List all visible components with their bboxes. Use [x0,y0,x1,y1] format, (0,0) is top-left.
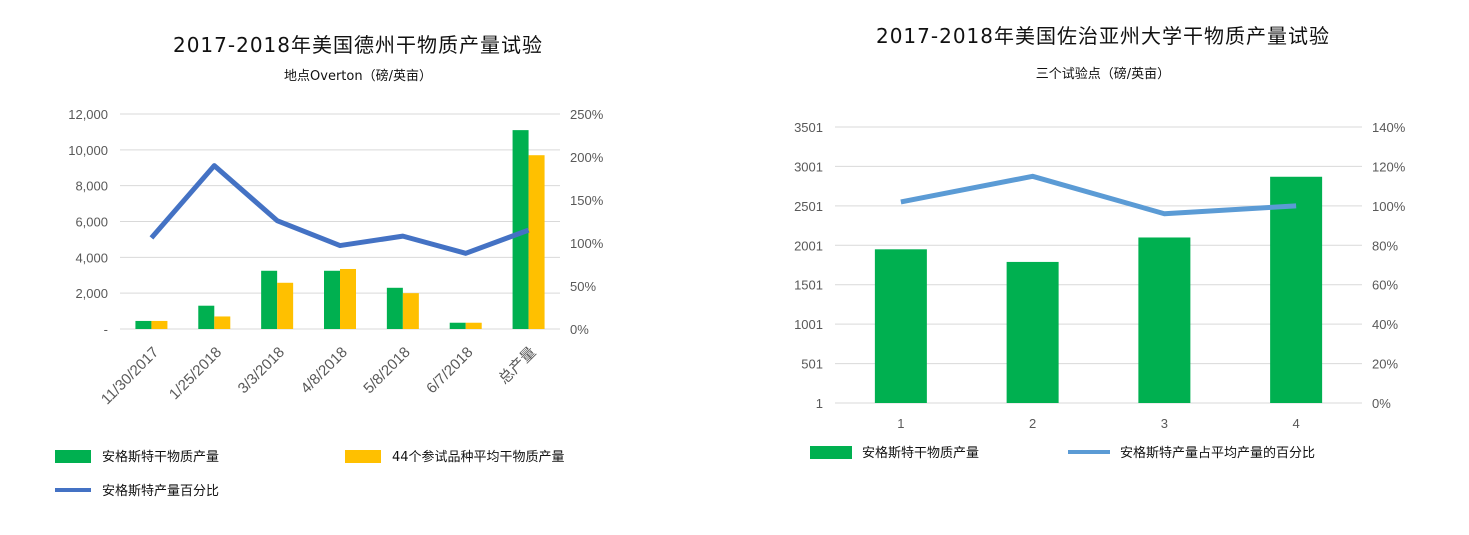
legend-label: 安格斯特干物质产量 [862,445,979,461]
x-tick-label: 6/7/2018 [423,344,476,397]
bar-green [874,249,927,403]
y2-tick-label: 120% [1372,159,1406,174]
bar-yellow [402,293,419,329]
y2-tick-label: 60% [1372,278,1398,293]
y2-tick-label: 250% [570,107,604,122]
y-tick-label: 2001 [794,238,823,253]
bar-yellow [214,316,231,329]
bar-green [1270,176,1323,403]
y2-tick-label: 100% [570,236,604,251]
x-tick-label: 1 [897,416,904,431]
y-tick-label: 2501 [794,199,823,214]
y2-tick-label: 200% [570,150,604,165]
y2-tick-label: 20% [1372,357,1398,372]
bar-green [1006,261,1059,403]
x-tick-label: 11/30/2017 [98,344,162,408]
x-tick-label: 总产量 [496,344,540,388]
y-tick-label: 1 [816,396,823,411]
y-tick-label: 501 [801,357,823,372]
y2-tick-label: 0% [1372,396,1391,411]
bar-green [135,320,152,329]
x-tick-label: 5/8/2018 [360,344,413,397]
x-tick-label: 3 [1161,416,1168,431]
y-tick-label: 10,000 [68,143,108,158]
y2-tick-label: 100% [1372,199,1406,214]
y-tick-label: 3501 [794,120,823,135]
y2-tick-label: 0% [570,322,589,337]
bar-yellow [340,268,356,329]
y-tick-label: 8,000 [75,179,108,194]
y-tick-label: 6,000 [75,215,108,230]
x-tick-label: 4 [1293,416,1300,431]
chart-subtitle: 地点Overton（磅/英亩） [284,68,432,84]
y-tick-label: - [104,322,108,337]
y-tick-label: 2,000 [75,286,108,301]
y2-tick-label: 40% [1372,317,1398,332]
legend-swatch [55,450,91,463]
y-tick-label: 12,000 [68,107,108,122]
bar-yellow [151,320,168,329]
bar-green [386,287,403,329]
bar-green [449,322,466,329]
legend-label: 安格斯特干物质产量 [102,449,219,465]
y-tick-label: 3001 [794,159,823,174]
bar-green [512,130,529,329]
y-tick-label: 1501 [794,278,823,293]
y2-tick-label: 140% [1372,120,1406,135]
chart-title: 2017-2018年美国德州干物质产量试验 [173,33,543,57]
line-series [900,173,1297,217]
y2-tick-label: 50% [570,279,596,294]
bar-green [324,270,340,329]
legend-label: 安格斯特产量百分比 [102,483,219,499]
y2-tick-label: 150% [570,193,604,208]
x-tick-label: 2 [1029,416,1036,431]
bar-yellow [465,322,482,329]
bar-yellow [528,155,545,329]
x-tick-label: 4/8/2018 [298,344,351,397]
chart-title: 2017-2018年美国佐治亚州大学干物质产量试验 [876,24,1330,48]
legend-label: 安格斯特产量占平均产量的百分比 [1120,445,1315,461]
x-tick-label: 3/3/2018 [235,344,288,397]
legend-label: 44个参试品种平均干物质产量 [392,449,565,465]
y-tick-label: 4,000 [75,250,108,265]
line-series [149,163,530,256]
bar-green [1138,237,1191,403]
bar-green [198,305,215,329]
bar-green [261,270,278,329]
legend-swatch [345,450,381,463]
x-tick-label: 1/25/2018 [166,344,225,403]
legend-swatch [810,446,852,459]
chart-subtitle: 三个试验点（磅/英亩） [1036,66,1170,82]
y2-tick-label: 80% [1372,238,1398,253]
y-tick-label: 1001 [794,317,823,332]
bar-yellow [277,282,294,329]
